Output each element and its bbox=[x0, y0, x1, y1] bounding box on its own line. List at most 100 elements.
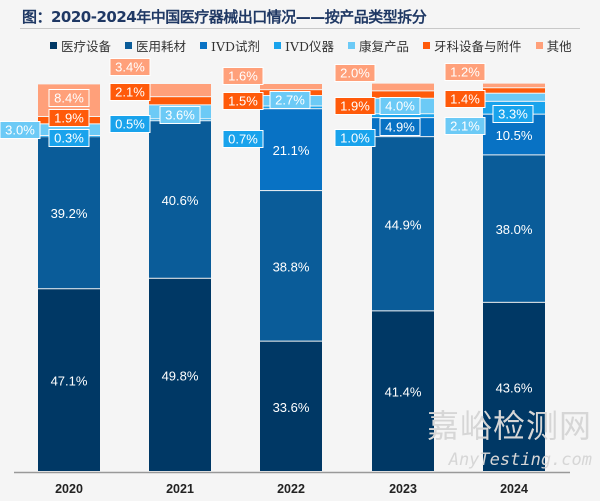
bar-segment bbox=[260, 341, 322, 471]
data-label-box bbox=[379, 97, 421, 115]
data-label: 1.0% bbox=[340, 131, 370, 146]
legend-item: 康复产品 bbox=[348, 36, 409, 55]
bar-segment bbox=[372, 83, 434, 91]
legend-swatch bbox=[535, 42, 543, 49]
bar-segment bbox=[260, 84, 322, 90]
bar-segment bbox=[149, 84, 211, 97]
legend-label: 其他 bbox=[546, 39, 572, 54]
data-label: 4.9% bbox=[385, 120, 415, 135]
data-label: 41.4% bbox=[385, 385, 422, 400]
bar-segment bbox=[372, 137, 434, 311]
data-label: 38.0% bbox=[496, 222, 533, 237]
bar-segment bbox=[260, 191, 322, 341]
legend-swatch bbox=[423, 42, 431, 49]
bar-segment bbox=[149, 278, 211, 471]
bar-segment bbox=[483, 302, 545, 471]
legend-label: 牙科设备与附件 bbox=[434, 39, 522, 54]
x-tick-label: 2022 bbox=[277, 482, 305, 496]
data-label-box bbox=[444, 90, 486, 108]
data-label: 1.5% bbox=[228, 94, 258, 109]
chart-title: 图：2020-2024年中国医疗器械出口情况——按产品类型拆分 bbox=[22, 8, 427, 26]
data-label: 0.7% bbox=[228, 132, 258, 147]
legend-item: IVD仪器 bbox=[274, 36, 334, 55]
data-label-box bbox=[109, 58, 151, 76]
data-label-box bbox=[48, 89, 90, 107]
data-label: 2.0% bbox=[340, 66, 370, 81]
data-label: 2.1% bbox=[450, 119, 480, 134]
x-tick-label: 2023 bbox=[389, 482, 417, 496]
data-label-box bbox=[48, 109, 90, 127]
data-label-box bbox=[109, 83, 151, 101]
legend-swatch bbox=[348, 42, 356, 49]
data-label: 3.0% bbox=[5, 123, 35, 138]
bar-segment bbox=[260, 109, 322, 191]
bar-segment bbox=[483, 155, 545, 302]
legend-item: IVD试剂 bbox=[200, 36, 260, 55]
legend-item: 医用耗材 bbox=[125, 36, 186, 55]
data-label: 1.4% bbox=[450, 92, 480, 107]
data-label: 0.5% bbox=[115, 117, 145, 132]
data-label: 39.2% bbox=[51, 206, 88, 221]
legend-label: 康复产品 bbox=[359, 39, 410, 54]
bar-segment bbox=[483, 88, 545, 93]
data-label-box bbox=[159, 106, 201, 124]
legend-swatch bbox=[50, 42, 57, 49]
data-label-box bbox=[48, 129, 90, 147]
legend: 医疗设备 医用耗材 IVD试剂 IVD仪器 康复产品 牙科设备与附件 其他 bbox=[50, 36, 572, 55]
legend-item: 牙科设备与附件 bbox=[423, 36, 522, 55]
bar-segment bbox=[38, 137, 100, 289]
bar-segment bbox=[483, 83, 545, 88]
data-label: 0.3% bbox=[54, 131, 84, 146]
data-label-box bbox=[0, 121, 41, 139]
data-label: 2.7% bbox=[275, 93, 305, 108]
x-tick-label: 2024 bbox=[500, 482, 528, 496]
bar-segment bbox=[149, 97, 211, 105]
data-label-box bbox=[334, 129, 376, 147]
data-label: 21.1% bbox=[273, 143, 310, 158]
data-label-box bbox=[444, 117, 486, 135]
data-label: 4.0% bbox=[385, 99, 415, 114]
data-label: 2.1% bbox=[115, 85, 145, 100]
data-label: 10.5% bbox=[496, 128, 533, 143]
watermark-url: AnyTesting.com bbox=[448, 450, 592, 470]
legend-label: 医用耗材 bbox=[136, 39, 187, 54]
data-label: 8.4% bbox=[54, 91, 84, 106]
data-label: 3.4% bbox=[115, 60, 145, 75]
watermark-logo: 嘉峪检测网 bbox=[426, 407, 592, 445]
data-label-box bbox=[334, 97, 376, 115]
data-label: 1.2% bbox=[450, 65, 480, 80]
bar-segment bbox=[483, 93, 545, 101]
data-label-box bbox=[222, 92, 264, 110]
bar-segment bbox=[38, 289, 100, 471]
legend-swatch bbox=[125, 42, 133, 49]
data-label: 43.6% bbox=[496, 380, 533, 395]
legend-label: IVD试剂 bbox=[211, 39, 261, 54]
bar-segment bbox=[149, 121, 211, 278]
legend-label: IVD仪器 bbox=[285, 39, 335, 54]
data-label-box bbox=[222, 130, 264, 148]
legend-item: 医疗设备 bbox=[50, 36, 111, 55]
data-label-box bbox=[492, 105, 534, 123]
data-label: 1.9% bbox=[340, 99, 370, 114]
x-tick-label: 2021 bbox=[166, 482, 194, 496]
data-label: 49.8% bbox=[162, 368, 199, 383]
legend-label: 医疗设备 bbox=[61, 39, 112, 54]
data-label: 44.9% bbox=[385, 217, 422, 232]
data-label-box bbox=[222, 67, 264, 85]
legend-item: 其他 bbox=[535, 36, 572, 55]
data-label: 1.9% bbox=[54, 111, 84, 126]
data-label-box bbox=[379, 118, 421, 136]
data-label-box bbox=[269, 91, 311, 109]
bar-segment bbox=[372, 311, 434, 471]
data-label: 47.1% bbox=[51, 374, 88, 389]
title-divider bbox=[20, 28, 580, 29]
data-label: 40.6% bbox=[162, 193, 199, 208]
x-tick-label: 2020 bbox=[55, 482, 83, 496]
data-label-box bbox=[334, 64, 376, 82]
data-label-box bbox=[109, 115, 151, 133]
legend-swatch bbox=[200, 42, 208, 49]
data-label: 38.8% bbox=[273, 259, 310, 274]
legend-swatch bbox=[274, 42, 282, 49]
